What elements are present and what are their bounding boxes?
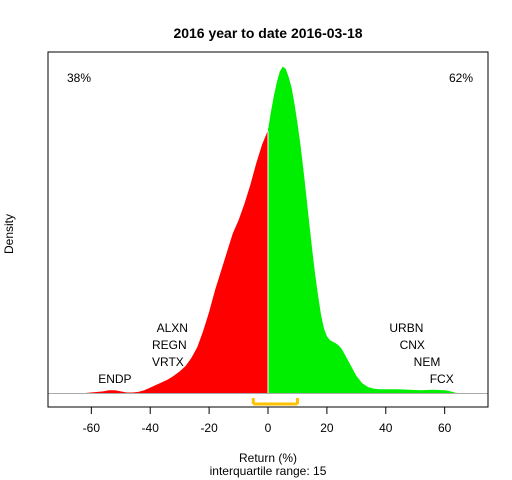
pct-positive-label: 62% bbox=[449, 71, 473, 85]
ticker-label-cnx: CNX bbox=[400, 338, 425, 352]
x-tick-label: -60 bbox=[83, 421, 101, 435]
density-area-positive bbox=[268, 66, 457, 393]
ticker-label-urbn: URBN bbox=[389, 321, 423, 335]
y-axis-label: Density bbox=[2, 214, 16, 254]
x-tick-label: -20 bbox=[200, 421, 218, 435]
x-tick-label: -40 bbox=[142, 421, 160, 435]
plot-area: ENDP VRTX REGN ALXN FCX NEM CNX URBN bbox=[47, 51, 489, 408]
ticker-label-vrtx: VRTX bbox=[152, 355, 184, 369]
x-tick-label: 20 bbox=[320, 421, 334, 435]
ticker-label-fcx: FCX bbox=[430, 372, 454, 386]
x-axis-label: Return (%) bbox=[239, 451, 297, 465]
ticker-label-regn: REGN bbox=[152, 338, 187, 352]
ticker-label-nem: NEM bbox=[414, 355, 441, 369]
x-tick-label: 40 bbox=[379, 421, 393, 435]
ticker-label-endp: ENDP bbox=[98, 372, 131, 386]
x-tick-label: 0 bbox=[265, 421, 272, 435]
density-area-negative bbox=[85, 130, 269, 393]
iqr-subtitle: interquartile range: 15 bbox=[210, 464, 327, 478]
x-tick-label: 60 bbox=[438, 421, 452, 435]
x-axis: -60 -40 -20 0 20 40 60 bbox=[83, 406, 452, 435]
ticker-label-alxn: ALXN bbox=[157, 321, 188, 335]
chart-title: 2016 year to date 2016-03-18 bbox=[173, 25, 362, 41]
pct-negative-label: 38% bbox=[67, 71, 91, 85]
